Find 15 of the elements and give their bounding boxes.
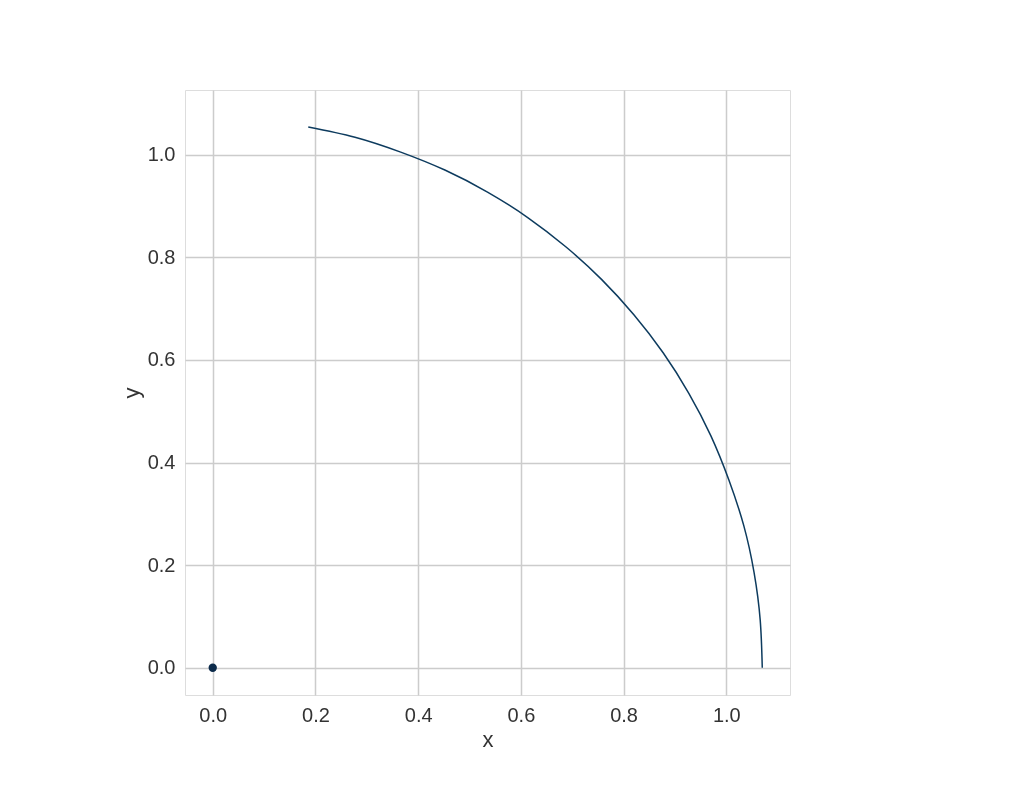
x-tick-label: 0.8 bbox=[610, 703, 639, 726]
x-tick-label: 1.0 bbox=[712, 703, 741, 726]
x-tick-label: 0.6 bbox=[507, 703, 536, 726]
x-tick-label: 0.4 bbox=[404, 703, 433, 726]
y-axis-title: y bbox=[118, 387, 144, 399]
y-tick-label: 0.4 bbox=[147, 451, 176, 474]
y-tick-label: 0.2 bbox=[147, 553, 176, 576]
x-tick-label: 0.0 bbox=[199, 703, 228, 726]
line-series bbox=[307, 126, 764, 669]
x-axis-title: x bbox=[482, 726, 494, 752]
y-tick-label: 0.6 bbox=[147, 348, 176, 371]
y-tick-label: 0.8 bbox=[147, 245, 176, 268]
y-tick-label: 1.0 bbox=[147, 143, 176, 166]
x-tick-label: 0.2 bbox=[302, 703, 330, 726]
y-tick-label: 0.0 bbox=[147, 656, 176, 679]
